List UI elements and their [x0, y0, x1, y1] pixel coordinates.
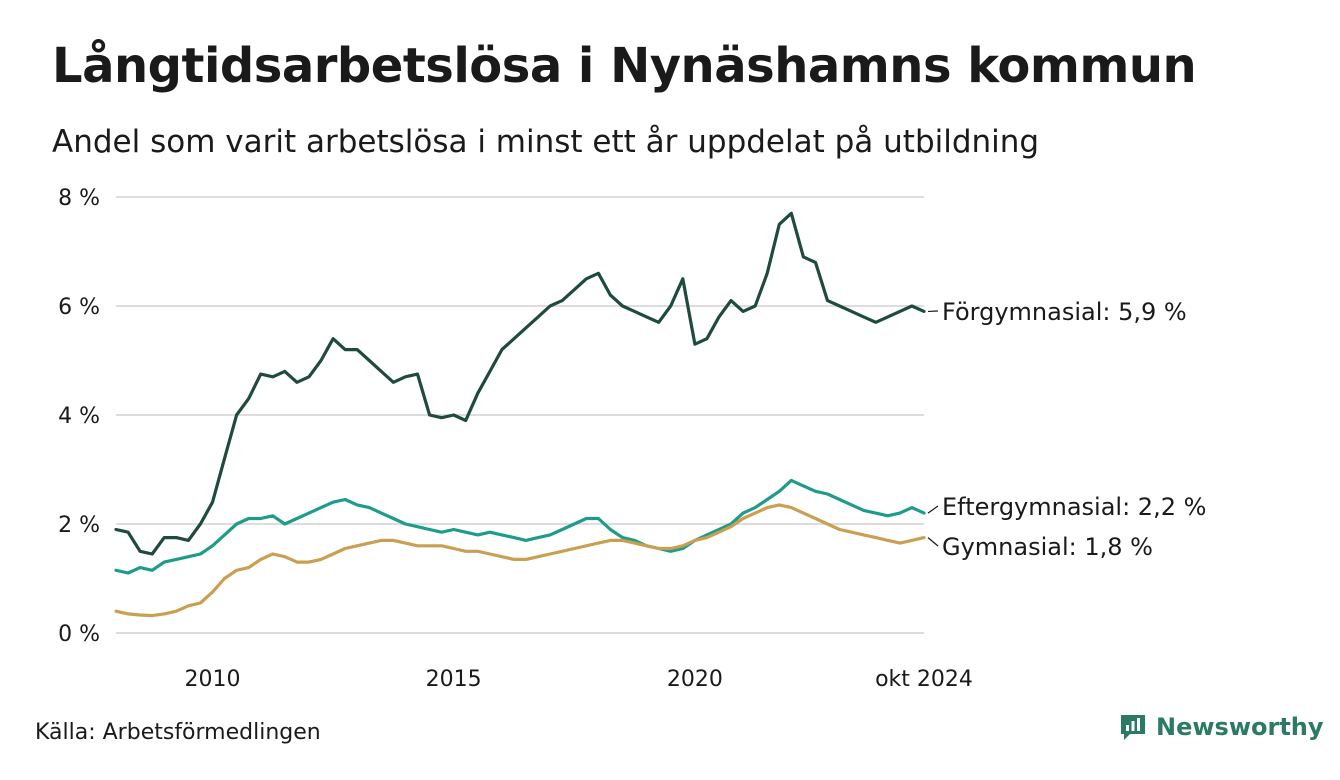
label-leader-line: [927, 537, 939, 547]
x-tick-label: okt 2024: [875, 667, 973, 692]
series-label: Gymnasial: 1,8 %: [942, 533, 1153, 561]
y-tick-label: 0 %: [58, 622, 100, 647]
series-line-gymnasial: [114, 503, 926, 618]
series-line-eftergymnasial: [114, 478, 926, 575]
x-tick-label: 2020: [667, 667, 723, 692]
y-tick-label: 4 %: [58, 404, 100, 429]
newsworthy-logo-icon: [1121, 715, 1145, 740]
series-label: Förgymnasial: 5,9 %: [942, 298, 1187, 326]
y-tick-label: 2 %: [58, 513, 100, 538]
series-lines: [114, 211, 926, 618]
y-axis: 0 % 2 % 4 % 6 % 8 %: [58, 186, 100, 647]
brand-name: Newsworthy: [1156, 713, 1324, 741]
chart-subtitle: Andel som varit arbetslösa i minst ett å…: [52, 124, 1040, 160]
source-note: Källa: Arbetsförmedlingen: [35, 720, 321, 745]
gridlines: [116, 196, 924, 634]
series-labels: Förgymnasial: 5,9 % Eftergymnasial: 2,2 %…: [927, 298, 1206, 561]
brand-logo: Newsworthy: [1118, 712, 1324, 742]
series-line-förgymnasial: [114, 211, 926, 556]
chart-title: Långtidsarbetslösa i Nynäshamns kommun: [52, 38, 1197, 94]
series-label: Eftergymnasial: 2,2 %: [942, 493, 1206, 521]
y-tick-label: 6 %: [58, 295, 100, 320]
x-tick-label: 2015: [426, 667, 482, 692]
y-tick-label: 8 %: [58, 186, 100, 211]
x-tick-label: 2010: [184, 667, 240, 692]
label-leader-line: [927, 505, 939, 514]
x-axis: 2010 2015 2020 okt 2024: [184, 667, 972, 692]
